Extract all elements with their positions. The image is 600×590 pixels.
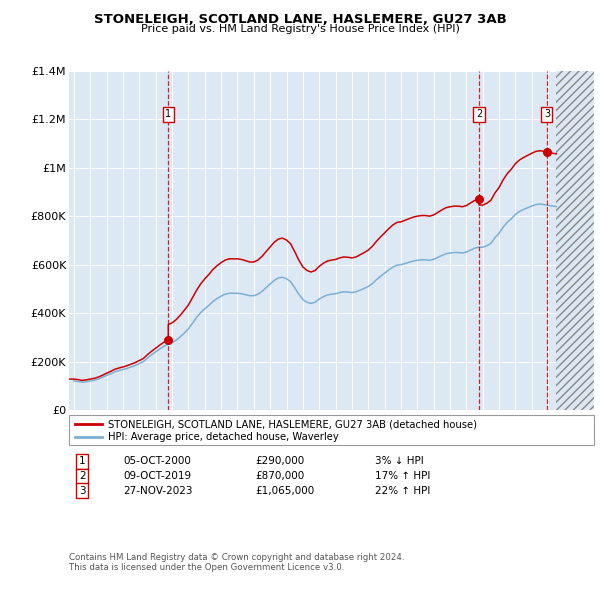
- Text: STONELEIGH, SCOTLAND LANE, HASLEMERE, GU27 3AB: STONELEIGH, SCOTLAND LANE, HASLEMERE, GU…: [94, 13, 506, 26]
- Text: Price paid vs. HM Land Registry's House Price Index (HPI): Price paid vs. HM Land Registry's House …: [140, 24, 460, 34]
- Text: £1,065,000: £1,065,000: [255, 486, 314, 496]
- Text: STONELEIGH, SCOTLAND LANE, HASLEMERE, GU27 3AB (detached house): STONELEIGH, SCOTLAND LANE, HASLEMERE, GU…: [108, 419, 477, 429]
- Text: 1: 1: [165, 109, 172, 119]
- Text: Contains HM Land Registry data © Crown copyright and database right 2024.: Contains HM Land Registry data © Crown c…: [69, 553, 404, 562]
- Text: HPI: Average price, detached house, Waverley: HPI: Average price, detached house, Wave…: [108, 432, 339, 442]
- Text: £290,000: £290,000: [255, 457, 304, 466]
- Text: 22% ↑ HPI: 22% ↑ HPI: [375, 486, 430, 496]
- Text: 2: 2: [476, 109, 482, 119]
- Text: 09-OCT-2019: 09-OCT-2019: [123, 471, 191, 481]
- Bar: [556, 71, 594, 410]
- Text: £870,000: £870,000: [255, 471, 304, 481]
- Text: 27-NOV-2023: 27-NOV-2023: [123, 486, 193, 496]
- Text: 1: 1: [79, 457, 86, 466]
- Text: 3% ↓ HPI: 3% ↓ HPI: [375, 457, 424, 466]
- Text: 05-OCT-2000: 05-OCT-2000: [123, 457, 191, 466]
- Text: This data is licensed under the Open Government Licence v3.0.: This data is licensed under the Open Gov…: [69, 563, 344, 572]
- Text: 17% ↑ HPI: 17% ↑ HPI: [375, 471, 430, 481]
- Text: 3: 3: [79, 486, 86, 496]
- Text: 2: 2: [79, 471, 86, 481]
- Text: 3: 3: [544, 109, 550, 119]
